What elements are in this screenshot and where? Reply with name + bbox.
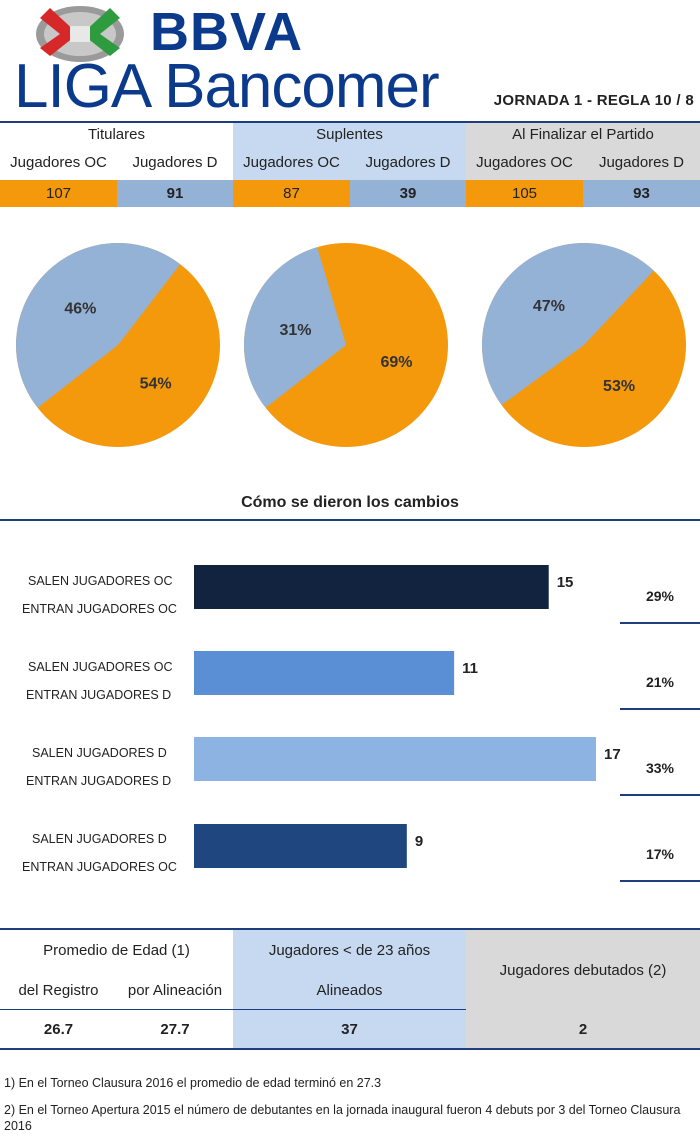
bar-value-label: 17 xyxy=(604,746,621,763)
table-divider xyxy=(0,1009,466,1010)
ball-logo-icon xyxy=(36,6,124,62)
final-column: Al Finalizar el Partido Jugadores OC Jug… xyxy=(466,123,700,180)
edad-title: Promedio de Edad (1) xyxy=(43,942,190,959)
alineados-value-bg xyxy=(233,1010,466,1048)
suplentes-column: Suplentes Jugadores OC Jugadores D xyxy=(233,123,466,180)
debutados-title: Jugadores debutados (2) xyxy=(499,962,667,979)
bar-value-label: 15 xyxy=(557,574,574,591)
row-percent: 33% xyxy=(645,760,675,776)
debutados-bg xyxy=(466,930,700,1048)
percent-underline xyxy=(620,880,700,882)
row-percent: 21% xyxy=(645,674,675,690)
row-percent: 29% xyxy=(645,588,675,604)
percent-underline xyxy=(620,622,700,624)
players-table: Titulares Jugadores OC Jugadores D 107 9… xyxy=(0,121,700,207)
row-label-line1: SALEN JUGADORES OC xyxy=(28,574,173,588)
registro-label: del Registro xyxy=(18,982,99,999)
oc-value: 87 xyxy=(233,180,350,207)
pie-label-d: 47% xyxy=(533,298,565,315)
jornada-title: JORNADA 1 - REGLA 10 / 8 xyxy=(493,92,694,109)
summary-table: Promedio de Edad (1) del Registro por Al… xyxy=(0,928,700,1050)
d-value: 91 xyxy=(117,180,233,207)
pie-chart: 53% 47% xyxy=(482,242,686,447)
row-label-line2: ENTRAN JUGADORES OC xyxy=(22,860,177,874)
oc-label: Jugadores OC xyxy=(243,154,340,171)
row-percent: 17% xyxy=(645,846,675,862)
debutados-value: 2 xyxy=(578,1021,588,1038)
pie-label-d: 46% xyxy=(64,301,96,318)
row-label-line1: SALEN JUGADORES D xyxy=(32,832,167,846)
alineados-value: 37 xyxy=(341,1021,358,1038)
d-label: Jugadores D xyxy=(598,154,685,171)
pie-slice-d xyxy=(244,247,346,408)
footnote-2: 2) En el Torneo Apertura 2015 el número … xyxy=(4,1103,681,1133)
bar-value-label: 9 xyxy=(415,833,423,850)
oc-value: 105 xyxy=(466,180,583,207)
row-label-line2: ENTRAN JUGADORES OC xyxy=(22,602,177,616)
row-label-line2: ENTRAN JUGADORES D xyxy=(26,774,172,788)
changes-bar-chart: 15 11 17 9 xyxy=(194,565,621,868)
pie-charts: 54% 46% 69% 31% 53% 47% xyxy=(15,242,686,447)
oc-label: Jugadores OC xyxy=(10,154,107,171)
logo-liga-text: LIGA Bancomer xyxy=(14,52,440,121)
d-value: 39 xyxy=(350,180,466,207)
pie-chart: 54% 46% xyxy=(15,242,220,447)
bar-value-label: 11 xyxy=(462,660,478,677)
section-divider xyxy=(0,519,700,521)
pie-label-d: 31% xyxy=(279,322,311,339)
pie-chart: 69% 31% xyxy=(244,243,448,447)
percent-underline xyxy=(620,708,700,710)
footnote-1: 1) En el Torneo Clausura 2016 el promedi… xyxy=(4,1076,382,1090)
alineacion-label: por Alineación xyxy=(127,982,223,999)
alineados-label: Alineados xyxy=(316,982,383,999)
alineacion-value: 27.7 xyxy=(160,1021,190,1038)
registro-value: 26.7 xyxy=(43,1021,74,1038)
titulares-column: Titulares Jugadores OC Jugadores D xyxy=(0,123,233,180)
group-title: Al Finalizar el Partido xyxy=(512,126,654,143)
pie-label-oc: 69% xyxy=(380,354,412,371)
group-title: Suplentes xyxy=(316,126,383,143)
d-label: Jugadores D xyxy=(132,154,218,171)
percent-underline xyxy=(620,794,700,796)
changes-title: Cómo se dieron los cambios xyxy=(241,494,459,511)
menores-title: Jugadores < de 23 años xyxy=(268,942,431,959)
bar xyxy=(194,565,549,609)
oc-value: 107 xyxy=(0,180,117,207)
bar xyxy=(194,824,407,868)
pie-label-oc: 54% xyxy=(140,375,172,392)
oc-label: Jugadores OC xyxy=(476,154,573,171)
bar xyxy=(194,651,455,695)
pie-label-oc: 53% xyxy=(603,378,635,395)
logo-bbva-text: BBVA xyxy=(150,2,304,62)
row-label-line1: SALEN JUGADORES D xyxy=(32,746,167,760)
league-logo: BBVA LIGA Bancomer xyxy=(0,0,440,118)
pie-slice-d xyxy=(15,242,181,408)
bar xyxy=(194,737,596,781)
row-label-line2: ENTRAN JUGADORES D xyxy=(26,688,172,702)
pie-slice-d xyxy=(482,242,654,405)
menores-bg xyxy=(233,930,466,1010)
row-label-line1: SALEN JUGADORES OC xyxy=(28,660,173,674)
d-value: 93 xyxy=(583,180,700,207)
group-title: Titulares xyxy=(88,126,145,143)
d-label: Jugadores D xyxy=(365,154,451,171)
